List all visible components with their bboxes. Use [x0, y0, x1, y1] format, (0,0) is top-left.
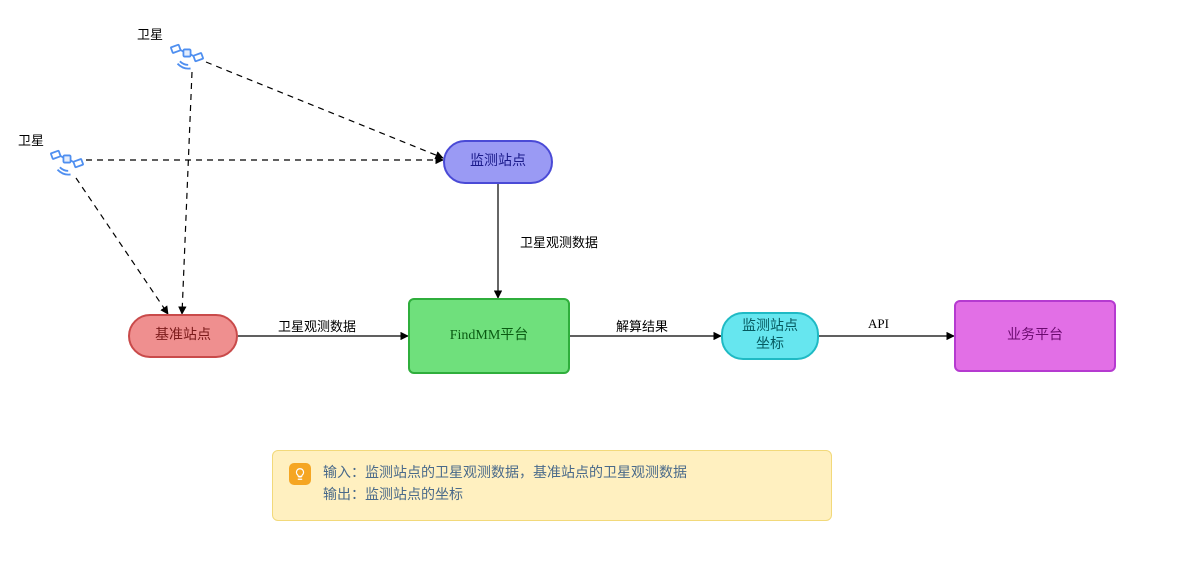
satellite-2-icon [48, 140, 86, 178]
edge-3 [76, 178, 168, 314]
satellite-1-icon [168, 34, 206, 72]
node-base-label: 基准站点 [155, 327, 211, 345]
edge-1 [182, 72, 192, 314]
node-monitor-station: 监测站点 [443, 140, 553, 184]
lightbulb-icon [289, 463, 311, 485]
edge-label-5: 卫星观测数据 [278, 316, 356, 335]
node-business-platform: 业务平台 [954, 300, 1116, 372]
edge-label-4: 卫星观测数据 [520, 232, 598, 251]
node-base-station: 基准站点 [128, 314, 238, 358]
node-business-label: 业务平台 [1007, 327, 1063, 345]
node-coord-label: 监测站点坐标 [742, 318, 798, 354]
edge-label-7: API [868, 316, 889, 332]
note-box: 输入：监测站点的卫星观测数据，基准站点的卫星观测数据 输出：监测站点的坐标 [272, 450, 832, 521]
node-monitor-coordinates: 监测站点坐标 [721, 312, 819, 360]
satellite-1-label: 卫星 [137, 24, 163, 43]
edge-label-6: 解算结果 [616, 316, 668, 335]
note-text: 输入：监测站点的卫星观测数据，基准站点的卫星观测数据 输出：监测站点的坐标 [323, 463, 687, 508]
node-monitor-label: 监测站点 [470, 153, 526, 171]
satellite-2-label: 卫星 [18, 130, 44, 149]
node-findmm-platform: FindMM平台 [408, 298, 570, 374]
diagram-stage: 卫星 卫星 监测站点 基准站点 FindMM [0, 0, 1180, 564]
edge-0 [206, 62, 443, 158]
node-findmm-label: FindMM平台 [450, 327, 529, 345]
